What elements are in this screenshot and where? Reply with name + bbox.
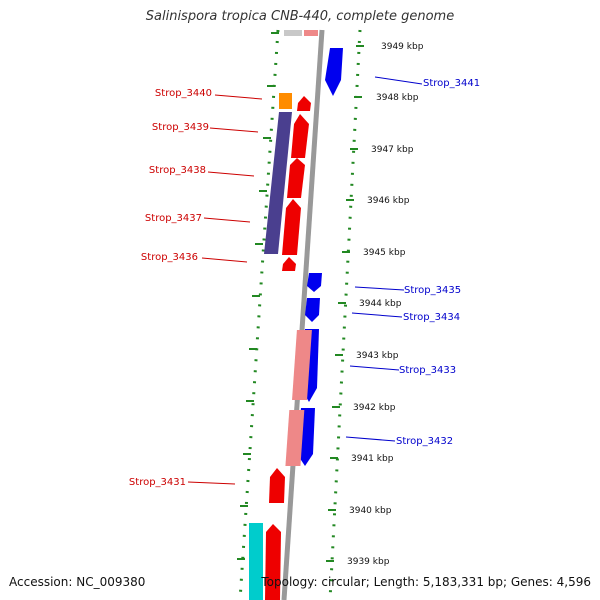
gene-strop-3438-forward xyxy=(287,158,305,198)
gene-bottom-forward xyxy=(265,524,281,600)
grey-block xyxy=(284,30,302,36)
kbp-label-3948: 3948 kbp xyxy=(376,93,419,103)
kbp-label-3941: 3941 kbp xyxy=(351,454,394,464)
left-tick-rail xyxy=(238,29,280,600)
gene-strop-3441-reverse xyxy=(325,48,343,96)
genome-axis xyxy=(281,29,325,600)
gene-strop-3439-forward xyxy=(291,114,309,158)
gene-strop-3440-forward xyxy=(297,96,311,111)
gene-label-strop-3441: Strop_3441 xyxy=(423,78,480,89)
gene-label-strop-3433: Strop_3433 xyxy=(399,365,456,376)
right-connectors xyxy=(345,76,423,442)
gene-strop-3436-forward xyxy=(282,257,296,271)
gene-label-strop-3431: Strop_3431 xyxy=(129,477,186,488)
cyan-block xyxy=(249,523,263,600)
accession-label: Accession: NC_009380 xyxy=(9,575,146,589)
pink-block-3433 xyxy=(292,330,312,400)
kbp-label-3940: 3940 kbp xyxy=(349,506,392,516)
kbp-label-3942: 3942 kbp xyxy=(353,403,396,413)
left-connectors xyxy=(187,94,263,485)
kbp-label-3949: 3949 kbp xyxy=(381,42,424,52)
pink-block-3432 xyxy=(285,410,305,466)
orange-block xyxy=(279,93,292,109)
pink-block-top xyxy=(304,30,318,36)
gc-block-purple xyxy=(264,112,292,254)
kbp-label-3939: 3939 kbp xyxy=(347,557,390,567)
kbp-label-3945: 3945 kbp xyxy=(363,248,406,258)
right-gene-labels: Strop_3441 Strop_3435 Strop_3434 Strop_3… xyxy=(396,78,480,447)
gene-label-strop-3434: Strop_3434 xyxy=(403,312,460,323)
left-gene-labels: Strop_3440 Strop_3439 Strop_3438 Strop_3… xyxy=(129,88,212,488)
gene-label-strop-3438: Strop_3438 xyxy=(149,165,206,176)
kbp-label-3943: 3943 kbp xyxy=(356,351,399,361)
left-major-ticks xyxy=(237,32,279,560)
gene-strop-3431-forward xyxy=(269,468,285,503)
kbp-labels: 3949 kbp 3948 kbp 3947 kbp 3946 kbp 3945… xyxy=(347,42,424,567)
gene-label-strop-3432: Strop_3432 xyxy=(396,436,453,447)
right-major-ticks xyxy=(326,45,364,562)
gene-strop-3437-forward xyxy=(282,199,301,255)
kbp-label-3947: 3947 kbp xyxy=(371,145,414,155)
gene-label-strop-3436: Strop_3436 xyxy=(141,252,198,263)
gene-label-strop-3435: Strop_3435 xyxy=(404,285,461,296)
gene-label-strop-3439: Strop_3439 xyxy=(152,122,209,133)
gene-label-strop-3437: Strop_3437 xyxy=(145,213,202,224)
kbp-label-3946: 3946 kbp xyxy=(367,196,410,206)
gene-strop-3434-reverse xyxy=(305,298,320,322)
gene-strop-3435-reverse xyxy=(307,273,322,292)
kbp-label-3944: 3944 kbp xyxy=(359,299,402,309)
genome-summary: Topology: circular; Length: 5,183,331 bp… xyxy=(261,575,591,589)
map-title: Salinispora tropica CNB-440, complete ge… xyxy=(145,9,455,24)
gene-label-strop-3440: Strop_3440 xyxy=(155,88,212,99)
